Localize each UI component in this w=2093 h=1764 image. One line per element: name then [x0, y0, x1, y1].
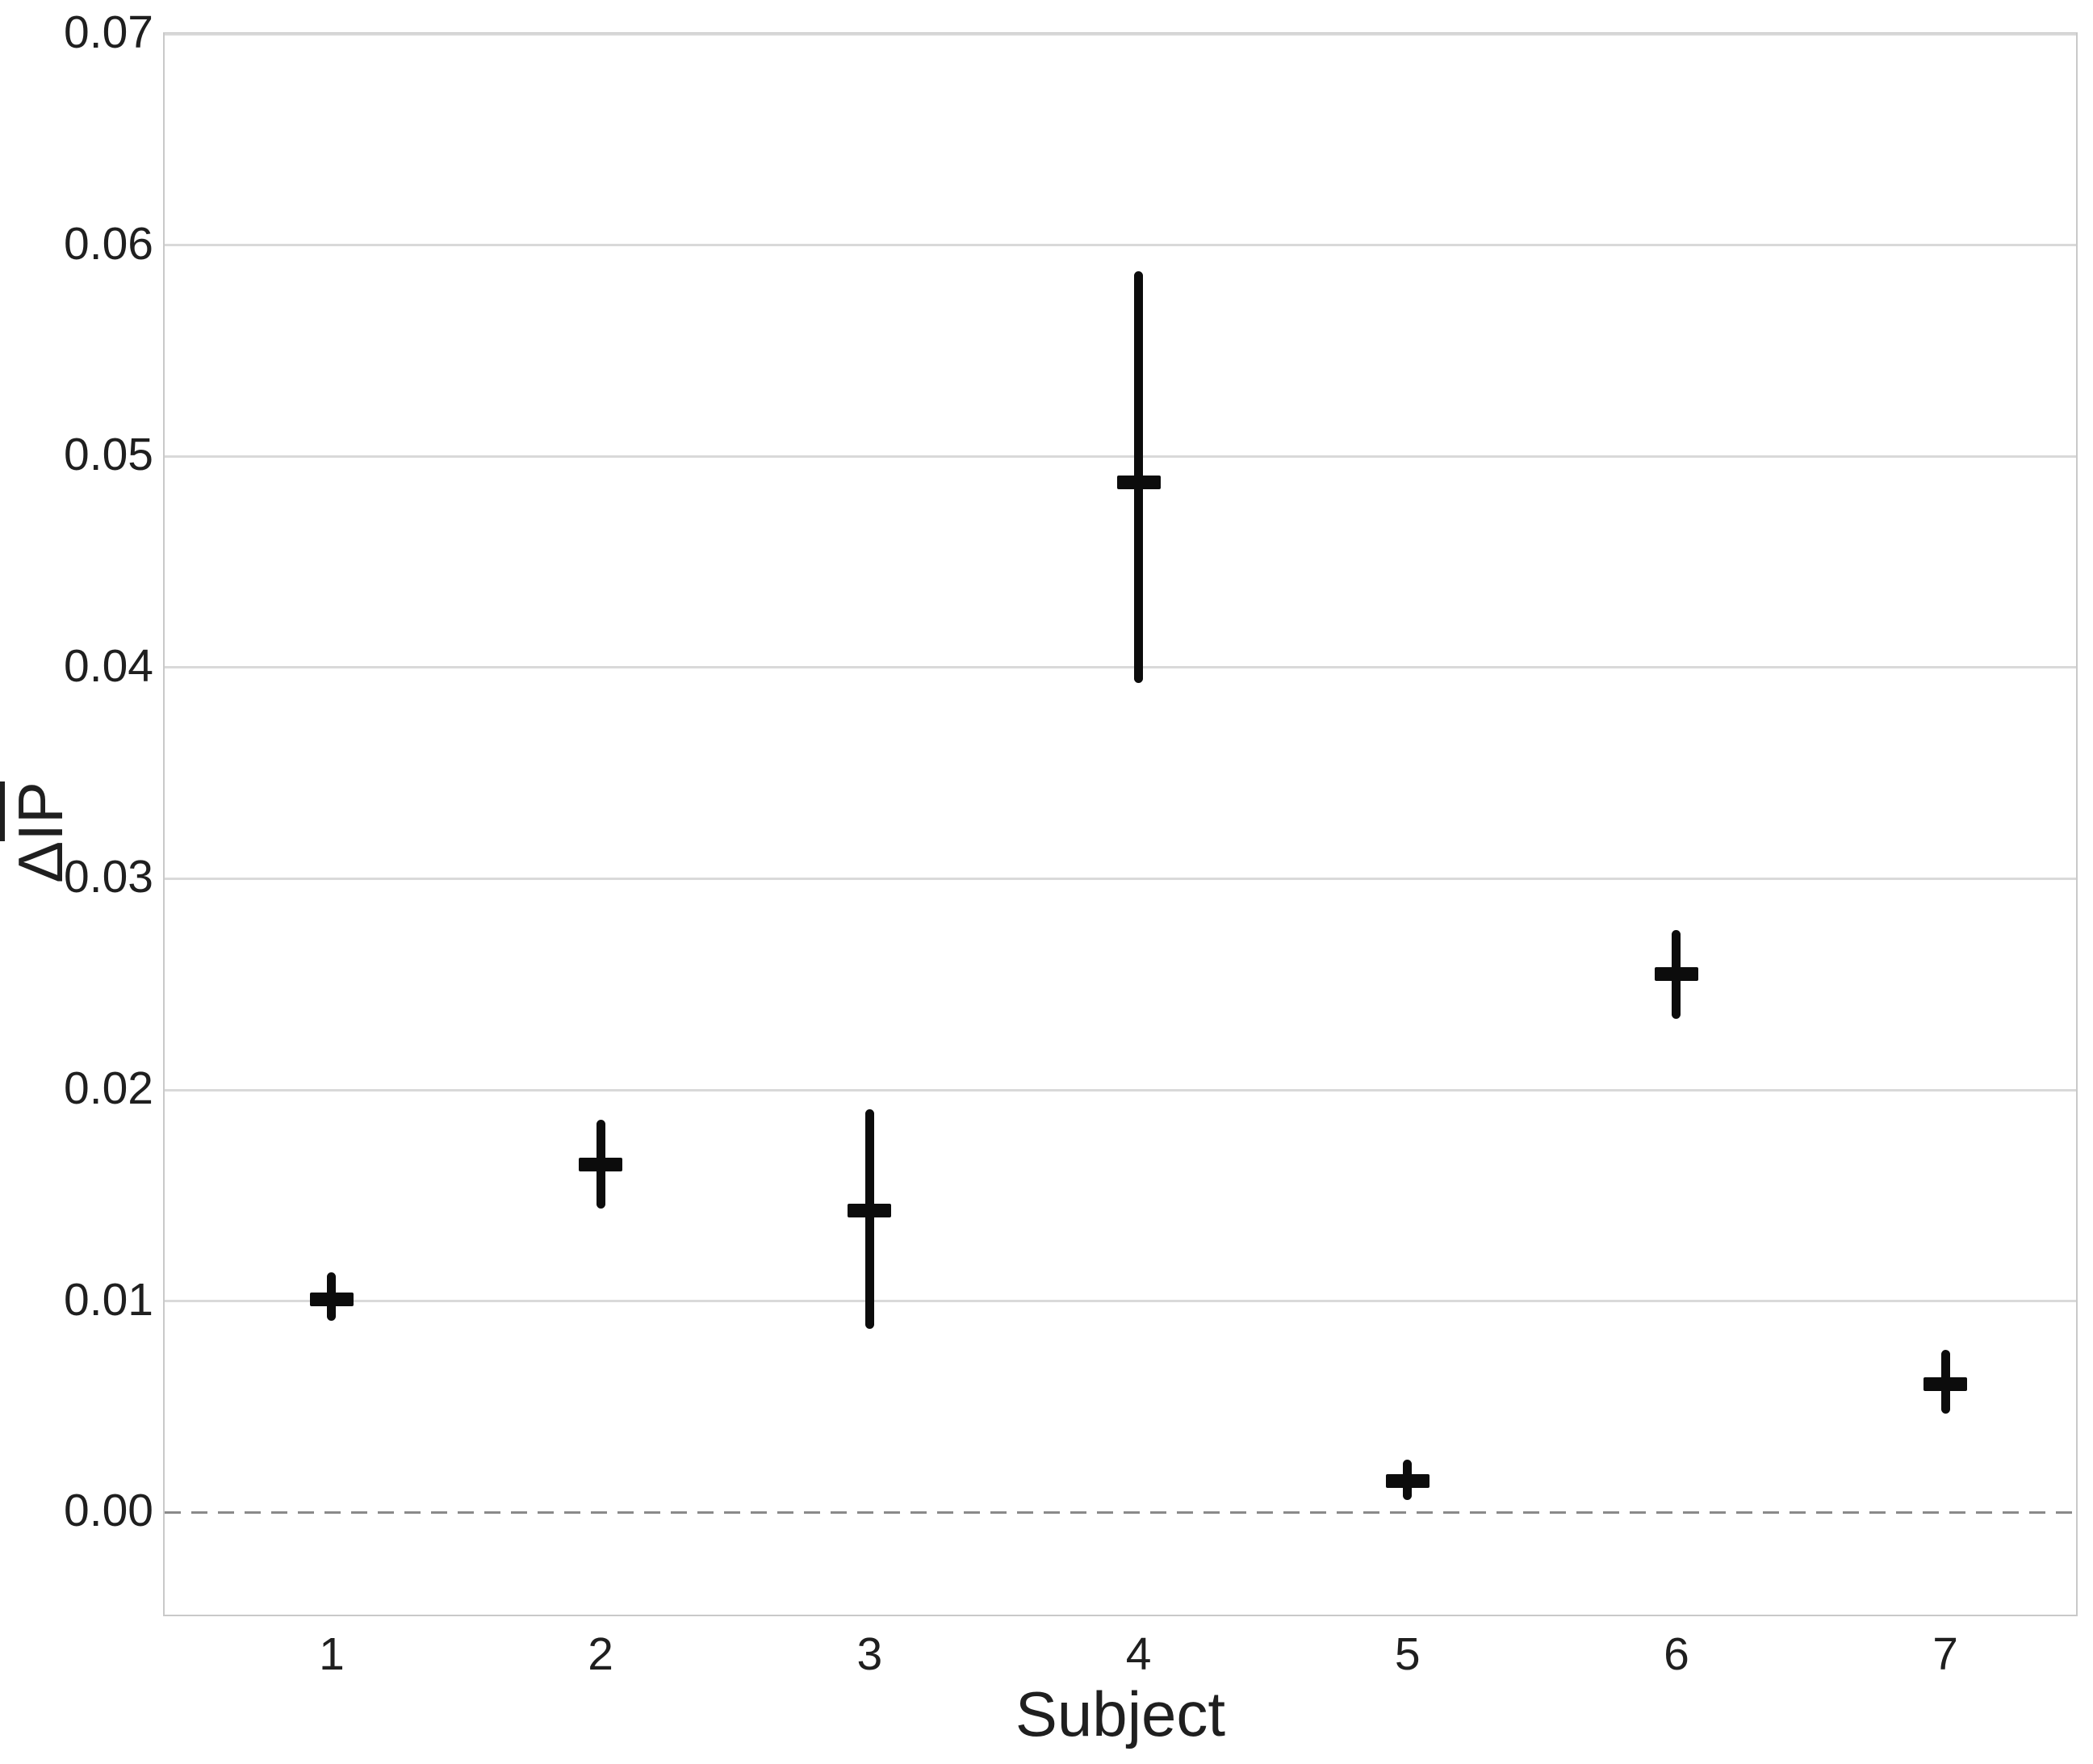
- zero-reference-line: [165, 1511, 2076, 1514]
- y-tick-label-0.06: 0.06: [64, 217, 153, 270]
- x-tick-label-7: 7: [1932, 1628, 1958, 1680]
- y-tick-label-0.05: 0.05: [64, 429, 153, 481]
- mean-marker-subject-7: [1923, 1376, 1968, 1391]
- x-tick-label-4: 4: [1125, 1628, 1152, 1680]
- mean-marker-subject-2: [579, 1157, 623, 1171]
- y-axis-label-ip-overbar: IP: [0, 781, 76, 841]
- plot-area: [163, 32, 2078, 1616]
- gridline-y-0.06: [165, 244, 2076, 247]
- x-axis-label: Subject: [1015, 1678, 1226, 1749]
- gridline-y-0.01: [165, 1300, 2076, 1303]
- x-tick-label-5: 5: [1394, 1628, 1421, 1680]
- x-tick-label-1: 1: [319, 1628, 345, 1680]
- error-bar-subject-3: [864, 1109, 874, 1330]
- mean-marker-subject-3: [848, 1204, 892, 1218]
- gridline-y-0.03: [165, 877, 2076, 880]
- y-axis-label: ΔIP: [0, 550, 76, 1115]
- x-tick-label-6: 6: [1664, 1628, 1689, 1680]
- mean-marker-subject-5: [1385, 1474, 1430, 1489]
- mean-marker-subject-6: [1654, 967, 1698, 982]
- gridline-y-0.04: [165, 666, 2076, 669]
- mean-marker-subject-1: [309, 1293, 354, 1307]
- y-tick-label-0.04: 0.04: [64, 639, 153, 692]
- gridline-y-0.05: [165, 455, 2076, 458]
- y-tick-label-0.02: 0.02: [64, 1062, 153, 1114]
- y-axis-label-delta: Δ: [5, 840, 76, 883]
- gridline-y-0.07: [165, 32, 2076, 36]
- mean-marker-subject-4: [1116, 475, 1161, 489]
- y-tick-label-0.00: 0.00: [64, 1485, 153, 1537]
- gridline-y-0.02: [165, 1088, 2076, 1092]
- x-tick-label-3: 3: [856, 1628, 883, 1680]
- x-tick-label-2: 2: [588, 1628, 613, 1680]
- y-tick-label-0.01: 0.01: [64, 1273, 153, 1326]
- y-tick-label-0.07: 0.07: [64, 6, 153, 58]
- y-tick-label-0.03: 0.03: [64, 851, 153, 903]
